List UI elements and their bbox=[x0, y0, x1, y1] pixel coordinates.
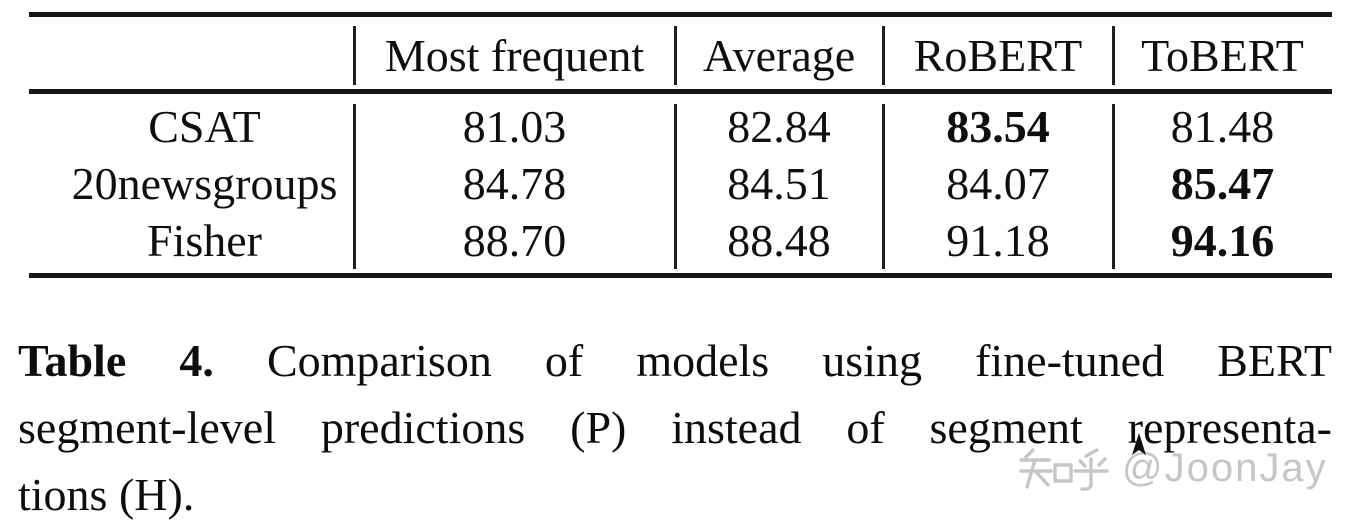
table-rule-top bbox=[29, 12, 1332, 17]
table-cell: 81.03 bbox=[462, 101, 567, 152]
row-label: Fisher bbox=[147, 215, 262, 266]
column-divider bbox=[882, 104, 885, 269]
column-divider bbox=[1112, 26, 1115, 85]
header-cell-tobert: ToBERT bbox=[1141, 30, 1304, 81]
mouse-cursor-icon bbox=[1131, 433, 1148, 458]
header-cell-robert: RoBERT bbox=[913, 30, 1083, 81]
table-caption: Table 4. Comparison of models using fine… bbox=[18, 327, 1332, 528]
column-divider bbox=[882, 26, 885, 85]
column-divider bbox=[353, 26, 356, 85]
table-cell: 84.07 bbox=[946, 158, 1050, 209]
table-row: CSAT 81.03 82.84 83.54 81.48 bbox=[29, 98, 1332, 155]
table-row: Fisher 88.70 88.48 91.18 94.16 bbox=[29, 212, 1332, 269]
table-cell-best: 83.54 bbox=[946, 101, 1050, 152]
table-row: 20newsgroups 84.78 84.51 84.07 85.47 bbox=[29, 155, 1332, 212]
row-label: 20newsgroups bbox=[71, 158, 338, 209]
table-cell: 81.48 bbox=[1170, 101, 1275, 152]
watermark-handle: @JoonJay bbox=[1122, 446, 1328, 490]
table-body: CSAT 81.03 82.84 83.54 81.48 20newsgroup… bbox=[29, 98, 1332, 269]
table-cell-best: 94.16 bbox=[1170, 215, 1275, 266]
table-cell-best: 85.47 bbox=[1170, 158, 1275, 209]
table-rule-header bbox=[29, 89, 1332, 94]
caption-text: Comparison of models using fine-tuned BE… bbox=[266, 335, 1332, 386]
table-header-row: Most frequent Average RoBERT ToBERT bbox=[29, 24, 1332, 88]
row-label: CSAT bbox=[148, 101, 261, 152]
table-cell: 91.18 bbox=[946, 215, 1050, 266]
table-cell: 82.84 bbox=[727, 101, 831, 152]
caption-line-2: segment-level predictions (P) instead of… bbox=[18, 402, 1332, 453]
caption-label: Table 4. bbox=[18, 335, 214, 386]
table-cell: 84.51 bbox=[727, 158, 831, 209]
column-divider bbox=[353, 104, 356, 269]
header-cell-most-frequent: Most frequent bbox=[384, 30, 645, 81]
table-cell: 88.48 bbox=[727, 215, 831, 266]
caption-line-3: tions (H). bbox=[18, 469, 195, 520]
zhihu-logo-icon bbox=[1018, 447, 1110, 491]
column-divider bbox=[674, 26, 677, 85]
column-divider bbox=[674, 104, 677, 269]
table-cell: 84.78 bbox=[462, 158, 567, 209]
watermark: @JoonJay bbox=[1018, 446, 1328, 491]
column-divider bbox=[1112, 104, 1115, 269]
header-cell-average: Average bbox=[702, 30, 856, 81]
header-cell-empty bbox=[29, 24, 354, 88]
table-rule-bottom bbox=[29, 273, 1332, 278]
results-table: Most frequent Average RoBERT ToBERT CSAT… bbox=[29, 12, 1332, 278]
table-cell: 88.70 bbox=[462, 215, 567, 266]
caption-line-1: Table 4. Comparison of models using fine… bbox=[18, 327, 1332, 394]
